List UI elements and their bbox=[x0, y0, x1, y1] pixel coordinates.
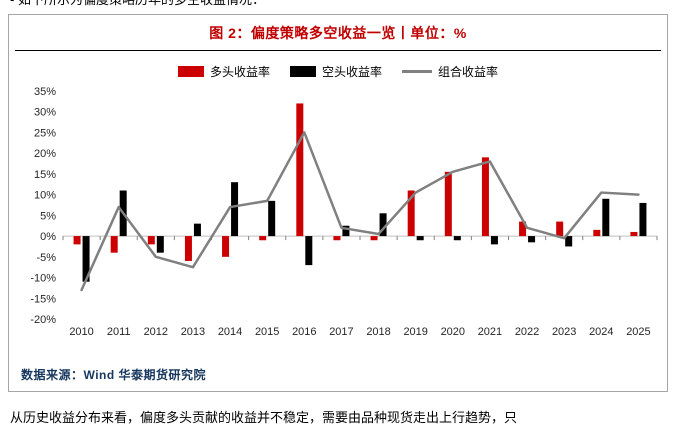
legend-swatch-combo bbox=[402, 70, 432, 73]
plot-area: 35% 30% 25% 20% 15% 10% 5% 0% -5% -10% -15% -20% 201… bbox=[13, 75, 663, 347]
svg-text:-5%: -5% bbox=[36, 252, 56, 264]
svg-text:2011: 2011 bbox=[107, 326, 131, 338]
cropped-text-bottom: 从历史收益分布来看，偏度多头贡献的收益并不稳定，需要由品种现货走出上行趋势，只 bbox=[10, 409, 676, 426]
svg-text:-10%: -10% bbox=[30, 273, 56, 285]
svg-text:2016: 2016 bbox=[292, 326, 316, 338]
cropped-text-top: - 如下所示为偏度策略历年的多空收益情况： bbox=[10, 0, 670, 8]
chart-legend: 多头收益率 空头收益率 组合收益率 bbox=[9, 63, 667, 80]
svg-text:2023: 2023 bbox=[552, 326, 576, 338]
chart-figure: 图 2：偏度策略多空收益一览丨单位：% 多头收益率 空头收益率 组合收益率 35… bbox=[8, 14, 668, 392]
svg-text:2010: 2010 bbox=[69, 326, 93, 338]
svg-text:2025: 2025 bbox=[626, 326, 650, 338]
svg-text:2024: 2024 bbox=[589, 326, 613, 338]
chart-canvas: 35% 30% 25% 20% 15% 10% 5% 0% -5% -10% -15% -20% 201… bbox=[30, 86, 658, 338]
legend-item-combo: 组合收益率 bbox=[402, 63, 498, 80]
cropped-text-bottom-line: 从历史收益分布来看，偏度多头贡献的收益并不稳定，需要由品种现货走出上行趋势，只 bbox=[10, 410, 518, 425]
cropped-text-top-line: - 如下所示为偏度策略历年的多空收益情况： bbox=[10, 0, 670, 8]
svg-text:-20%: -20% bbox=[30, 314, 56, 326]
svg-text:2020: 2020 bbox=[441, 326, 465, 338]
svg-text:5%: 5% bbox=[40, 210, 56, 222]
svg-text:2022: 2022 bbox=[515, 326, 539, 338]
svg-text:2018: 2018 bbox=[366, 326, 390, 338]
svg-text:10%: 10% bbox=[34, 190, 56, 202]
title-divider bbox=[15, 50, 661, 51]
svg-text:30%: 30% bbox=[34, 107, 56, 119]
legend-item-long: 多头收益率 bbox=[177, 63, 270, 80]
svg-text:15%: 15% bbox=[34, 169, 56, 181]
legend-label-short: 空头收益率 bbox=[321, 65, 382, 79]
legend-item-short: 空头收益率 bbox=[289, 63, 382, 80]
svg-text:2012: 2012 bbox=[144, 326, 168, 338]
svg-text:-15%: -15% bbox=[30, 293, 56, 305]
svg-text:2019: 2019 bbox=[403, 326, 427, 338]
svg-text:2017: 2017 bbox=[329, 326, 353, 338]
svg-text:2015: 2015 bbox=[255, 326, 279, 338]
legend-label-long: 多头收益率 bbox=[209, 65, 270, 79]
svg-text:35%: 35% bbox=[34, 86, 56, 98]
svg-text:2021: 2021 bbox=[478, 326, 502, 338]
legend-swatch-short bbox=[289, 66, 316, 77]
chart-title: 图 2：偏度策略多空收益一览丨单位：% bbox=[209, 25, 467, 41]
legend-label-combo: 组合收益率 bbox=[438, 65, 499, 79]
svg-text:2013: 2013 bbox=[181, 326, 205, 338]
legend-swatch-long bbox=[177, 66, 204, 77]
svg-text:20%: 20% bbox=[34, 148, 56, 160]
svg-text:25%: 25% bbox=[34, 127, 56, 139]
svg-text:0%: 0% bbox=[40, 231, 56, 243]
data-source-note: 数据来源：Wind 华泰期货研究院 bbox=[21, 368, 207, 382]
svg-text:2014: 2014 bbox=[218, 326, 242, 338]
